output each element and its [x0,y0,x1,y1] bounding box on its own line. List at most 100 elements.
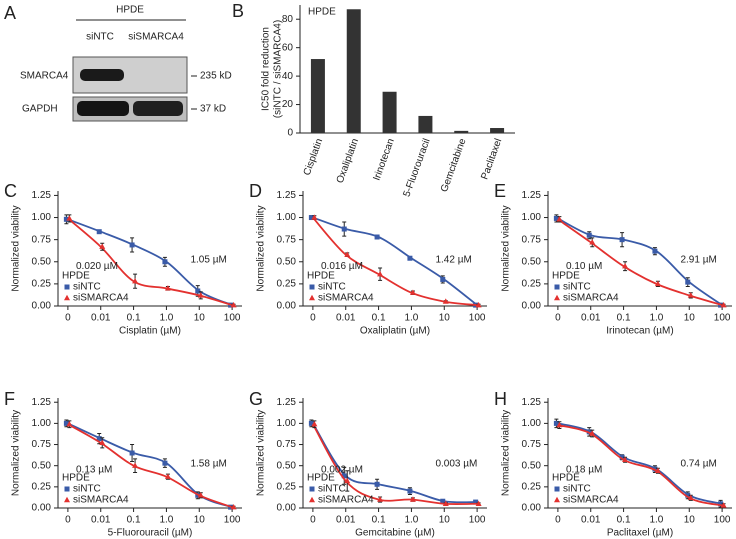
marker [687,292,694,298]
y-tick-label: 0.00 [522,301,542,312]
marker [718,501,724,507]
x-tick-label: Cisplatin [302,137,325,177]
ic50-label: 2.91 µM [680,255,716,266]
x-tick-label: 0.01 [91,515,111,526]
y-tick-label: 0.50 [522,460,542,471]
marker [64,284,70,290]
marker [475,500,482,506]
x-tick-label: 0.1 [372,515,386,526]
marker [440,498,446,504]
y-tick-label: 0.25 [32,481,52,492]
marker [63,216,69,222]
legend-label: siSMARCA4 [563,495,619,506]
x-axis-label: Cisplatin (µM) [119,326,181,337]
marker [344,251,351,257]
cell-line: HPDE [116,5,144,16]
panel-letter: C [4,181,17,201]
marker [554,486,560,492]
panel-letter: E [494,181,506,201]
y-tick-label: 60 [282,42,294,53]
band [80,69,124,81]
panel-letter: D [249,181,262,201]
panel-letter: H [494,389,507,409]
marker [311,214,318,220]
marker [622,262,629,269]
marker [63,420,69,426]
y-tick-label: 0.25 [522,481,542,492]
y-tick-label: 0.25 [32,279,52,290]
marker [409,496,416,502]
marker [309,294,315,301]
marker [720,502,727,508]
marker [344,477,351,484]
y-tick-label: 1.25 [277,397,297,408]
x-tick-label: 100 [224,515,241,526]
y-tick-label: 0.50 [32,256,52,267]
marker [554,284,560,290]
x-tick-label: 10 [439,515,451,526]
y-tick-label: 0.00 [32,503,52,514]
x-tick-label: 100 [714,313,731,324]
y-tick-label: 40 [282,71,294,82]
lane-label: siSMARCA4 [128,32,184,43]
marker [553,215,559,221]
y-tick-label: 1.00 [277,212,297,223]
x-tick-label: 0.01 [336,313,356,324]
marker [586,232,592,238]
x-tick-label: 10 [439,313,451,324]
legend-label: siNTC [318,282,346,293]
y-tick-label: 0.75 [277,439,297,450]
x-axis-label: Irinotecan (µM) [606,326,673,337]
legend-label: siSMARCA4 [73,495,129,506]
x-tick-label: 0 [310,313,316,324]
marker [619,237,625,243]
y-axis-label: Normalized viability [256,410,267,496]
legend-title: HPDE [307,473,335,484]
bar [346,9,361,134]
marker [66,215,73,221]
x-tick-label: 0.01 [581,515,601,526]
y-tick-label: 0 [287,128,293,139]
bar [490,128,505,133]
ic50-label: 1.05 µM [190,255,226,266]
x-tick-label: 0 [65,515,71,526]
marker [407,255,413,261]
y-axis-label: Normalized viability [501,410,512,496]
ic50-label: 0.020 µM [76,261,118,272]
y-tick-label: 0.75 [32,234,52,245]
x-tick-label: 0.1 [127,313,141,324]
marker [619,454,625,460]
marker [407,488,413,494]
band [77,101,129,116]
marker [341,226,347,232]
y-tick-label: 0.25 [522,279,542,290]
y-tick-label: 0.50 [277,460,297,471]
size-label: 37 kD [200,104,226,115]
marker [64,486,70,492]
fit-curve [312,422,478,504]
x-tick-label: 10 [194,313,206,324]
marker [654,280,661,287]
x-tick-label: 10 [684,313,696,324]
marker [475,301,482,308]
x-tick-label: 0.01 [336,515,356,526]
legend-label: siNTC [563,484,591,495]
x-tick-label: 1.0 [404,313,418,324]
ic50-label: 0.003 µM [435,459,477,470]
blot [72,56,188,94]
ic50-label: 0.13 µM [76,465,112,476]
x-tick-label: 1.0 [159,313,173,324]
legend-label: siNTC [318,484,346,495]
marker [96,436,102,442]
marker [589,239,596,245]
x-tick-label: 1.0 [159,515,173,526]
marker [720,301,727,308]
marker [377,496,384,502]
marker [132,462,139,468]
marker [687,494,694,501]
marker [589,430,596,436]
x-tick-label: 0 [65,313,71,324]
marker [162,460,168,466]
y-tick-label: 1.00 [277,418,297,429]
